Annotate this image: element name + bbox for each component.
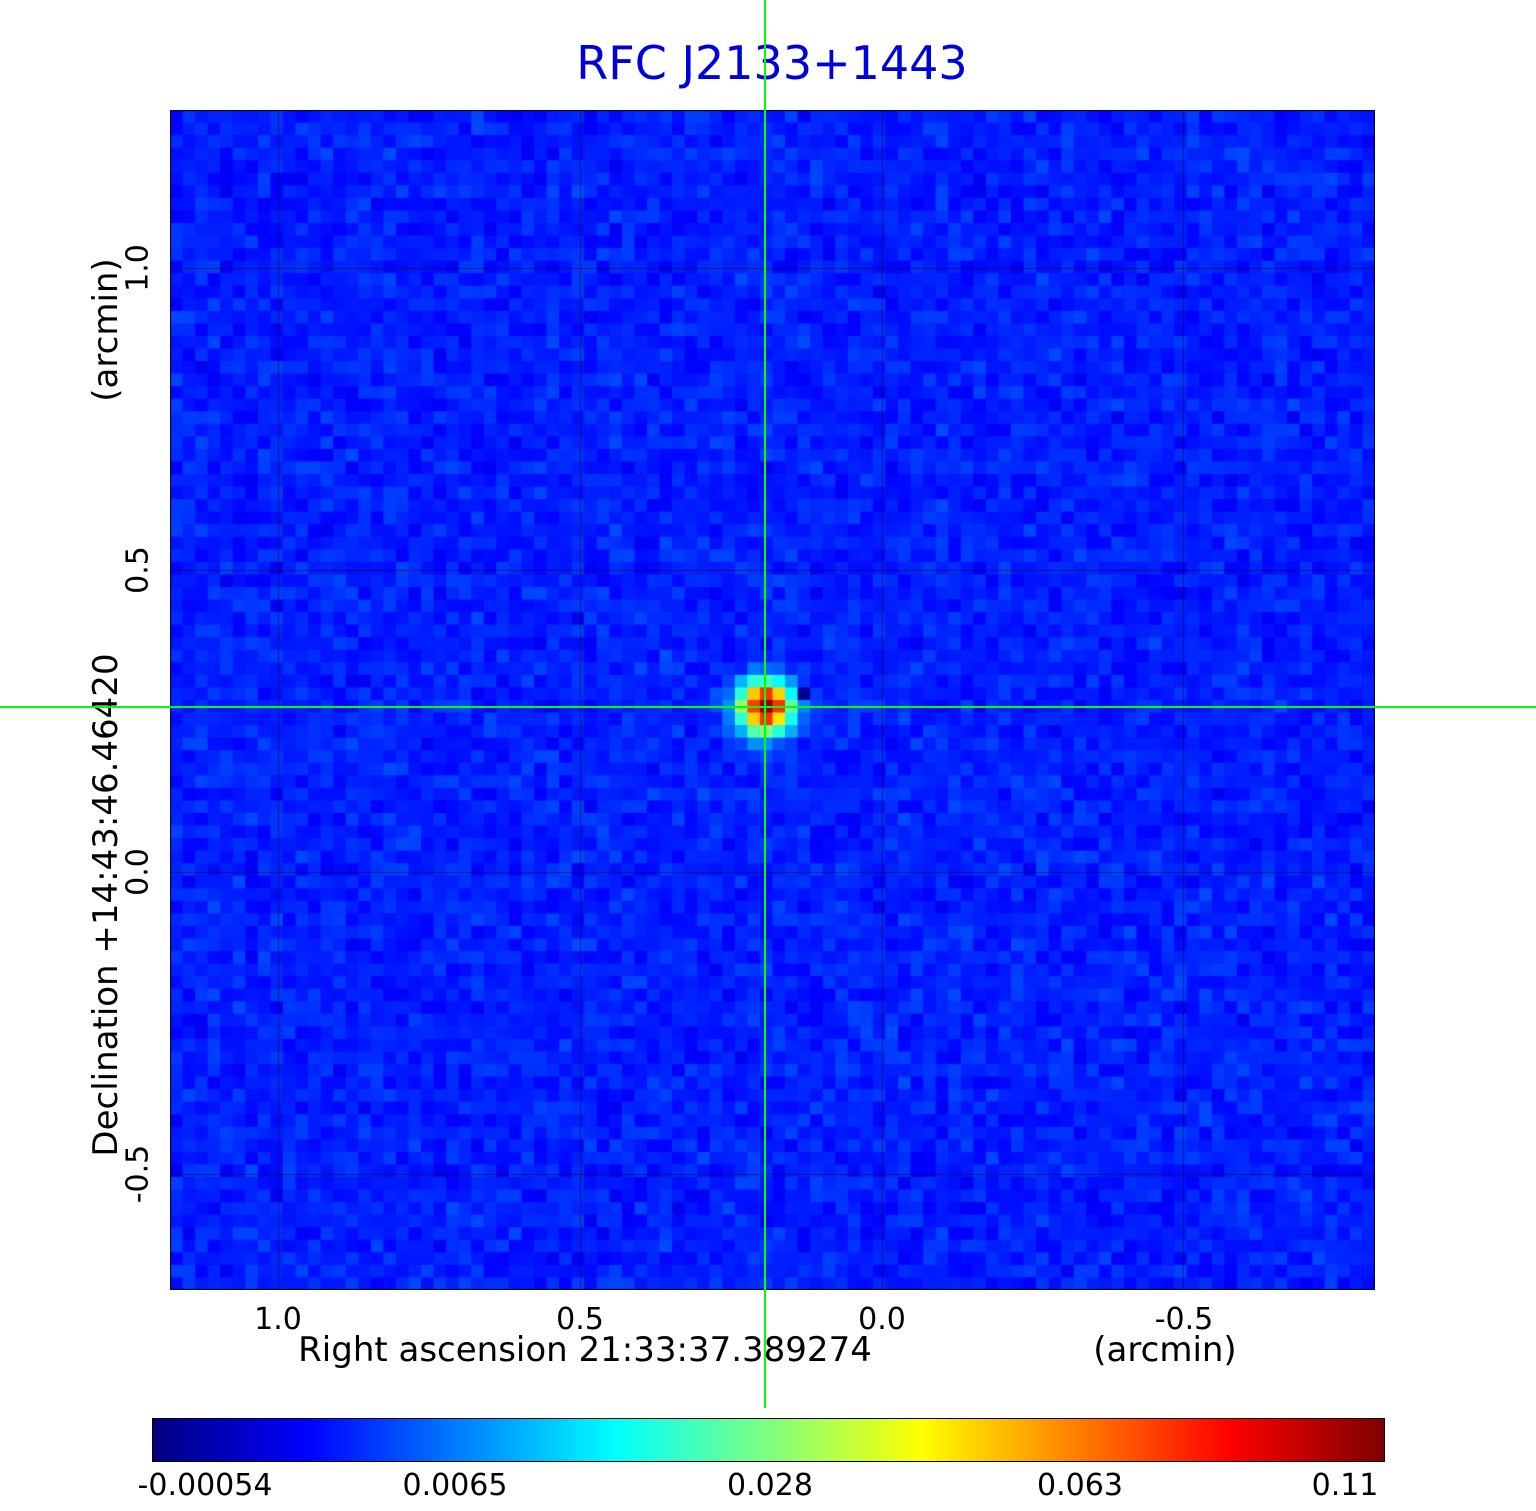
crosshair-vertical-line: [764, 0, 766, 1408]
x-tick-label: -0.5: [1154, 1302, 1214, 1337]
radio-image-canvas: [170, 110, 1375, 1290]
y-tick-label: 0.0: [120, 848, 156, 896]
colorbar-tick-label: -0.00054: [137, 1468, 273, 1503]
colorbar: [152, 1418, 1385, 1462]
image-plot-area: [170, 110, 1375, 1290]
crosshair-horizontal-line: [0, 706, 1536, 708]
colorbar-tick-label: 0.028: [727, 1468, 813, 1503]
x-axis-unit-label: (arcmin): [1093, 1330, 1237, 1370]
x-tick-label: 1.0: [254, 1302, 302, 1337]
page-title: RFC J2133+1443: [576, 36, 968, 90]
y-tick-label: 0.5: [120, 546, 156, 594]
x-tick-label: 0.5: [556, 1302, 604, 1337]
colorbar-tick-label: 0.063: [1037, 1468, 1123, 1503]
y-tick-label: -0.5: [120, 1144, 156, 1204]
y-tick-label: 1.0: [120, 244, 156, 292]
colorbar-canvas: [153, 1419, 1384, 1461]
x-tick-label: 0.0: [858, 1302, 906, 1337]
x-axis-label: Right ascension 21:33:37.389274: [298, 1330, 872, 1370]
colorbar-tick-label: 0.11: [1311, 1468, 1379, 1503]
y-axis-label: Declination +14:43:46.46420: [86, 653, 126, 1157]
colorbar-tick-label: 0.0065: [402, 1468, 508, 1503]
